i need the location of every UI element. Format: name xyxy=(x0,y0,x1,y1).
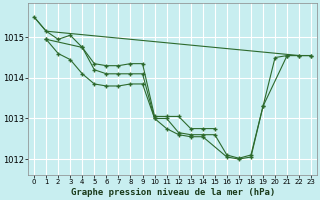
X-axis label: Graphe pression niveau de la mer (hPa): Graphe pression niveau de la mer (hPa) xyxy=(70,188,275,197)
